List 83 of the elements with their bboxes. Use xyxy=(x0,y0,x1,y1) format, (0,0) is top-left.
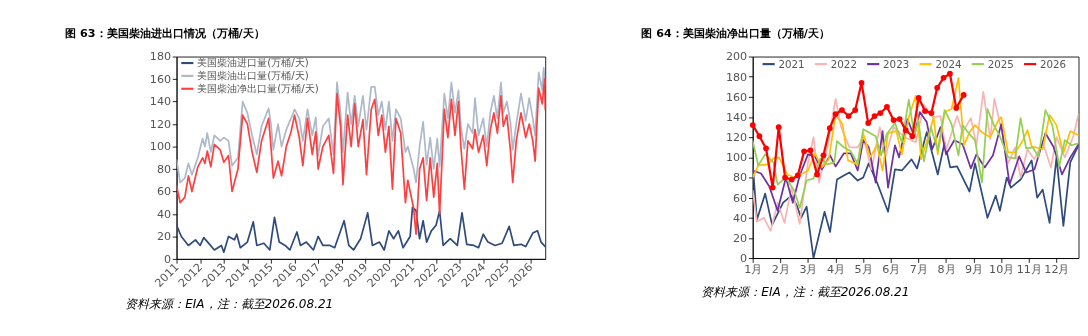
legend-label: 2025 xyxy=(987,57,1014,70)
legend-label: 2022 xyxy=(830,57,857,70)
y-tick-label: 100 xyxy=(725,151,748,165)
y-tick-label: 180 xyxy=(149,50,172,64)
y-tick-label: 0 xyxy=(163,252,172,266)
x-tick-label: 7月 xyxy=(909,263,928,277)
y-tick-label: 80 xyxy=(733,171,748,185)
x-tick-label: 3月 xyxy=(799,263,818,277)
line-series xyxy=(176,66,546,184)
y-tick-label: 200 xyxy=(725,50,748,64)
y-tick-label: 40 xyxy=(156,207,172,221)
point xyxy=(832,111,839,117)
line-series xyxy=(752,91,1079,232)
point xyxy=(871,113,878,119)
point xyxy=(928,110,935,116)
x-tick-label: 5月 xyxy=(854,263,873,277)
x-tick-label: 12月 xyxy=(1044,263,1070,277)
point xyxy=(756,133,763,140)
chart-title: 图 64：美国柴油净出口量（万桶/天） xyxy=(641,26,830,40)
y-tick-label: 180 xyxy=(725,70,748,84)
point xyxy=(884,104,890,110)
y-tick-label: 140 xyxy=(149,95,172,109)
point xyxy=(865,120,872,126)
y-tick-label: 120 xyxy=(725,131,748,145)
point xyxy=(763,145,769,152)
point xyxy=(826,125,833,132)
point xyxy=(794,172,801,179)
point xyxy=(909,133,916,140)
y-tick-label: 100 xyxy=(149,140,172,154)
y-tick-label: 40 xyxy=(733,211,748,225)
point xyxy=(934,84,941,91)
point xyxy=(902,127,909,134)
y-tick-label: 80 xyxy=(156,162,172,176)
y-tick-label: 160 xyxy=(725,90,748,104)
point xyxy=(877,110,884,116)
legend-label: 2026 xyxy=(1039,57,1067,70)
point xyxy=(922,108,928,114)
legend-label: 2024 xyxy=(935,57,962,70)
text: 资料来源：EIA，注：截至2026.08.21 xyxy=(701,284,910,299)
x-tick-label: 11月 xyxy=(1016,263,1042,277)
point xyxy=(858,79,865,86)
point xyxy=(769,184,776,191)
x-tick-label: 1月 xyxy=(744,263,763,277)
point xyxy=(801,148,807,155)
point xyxy=(820,152,827,159)
legend-label: 2023 xyxy=(883,57,910,70)
point xyxy=(839,107,845,113)
legend-label: 美国柴油进口量(万桶/天) xyxy=(197,56,309,69)
line-series xyxy=(176,206,546,254)
x-tick-label: 6月 xyxy=(882,263,901,277)
point xyxy=(960,92,967,98)
x-tick-label: 8月 xyxy=(937,263,956,277)
x-tick-label: 4月 xyxy=(826,263,846,277)
point xyxy=(788,176,795,183)
point xyxy=(953,105,960,111)
point xyxy=(852,107,859,113)
y-tick-label: 140 xyxy=(725,110,748,124)
chart-title: 图 63：美国柴油进出口情况（万桶/天） xyxy=(65,26,265,40)
y-tick-label: 60 xyxy=(156,185,172,199)
x-tick-label: 2月 xyxy=(771,263,790,277)
x-tick-label: 9月 xyxy=(965,263,984,277)
point xyxy=(814,171,820,178)
point xyxy=(940,74,947,81)
point xyxy=(890,117,897,123)
y-tick-label: 20 xyxy=(733,231,748,245)
y-tick-label: 0 xyxy=(740,251,748,265)
point xyxy=(782,174,788,181)
legend-label: 美国柴油出口量(万桶/天) xyxy=(197,69,309,82)
point xyxy=(845,113,852,119)
point xyxy=(915,95,922,101)
x-tick-label: 10月 xyxy=(989,263,1015,277)
legend-label: 2021 xyxy=(778,57,805,70)
y-tick-label: 160 xyxy=(149,72,172,86)
y-tick-label: 120 xyxy=(149,117,172,131)
legend-label: 美国柴油净出口量(万桶/天) xyxy=(197,82,319,95)
text: 资料来源：EIA，注：截至2026.08.21 xyxy=(125,296,334,311)
point xyxy=(775,124,782,130)
point xyxy=(807,147,814,154)
point xyxy=(749,122,756,128)
point xyxy=(896,116,903,122)
y-tick-label: 60 xyxy=(733,191,748,205)
y-tick-label: 20 xyxy=(156,230,172,244)
point xyxy=(947,70,953,77)
